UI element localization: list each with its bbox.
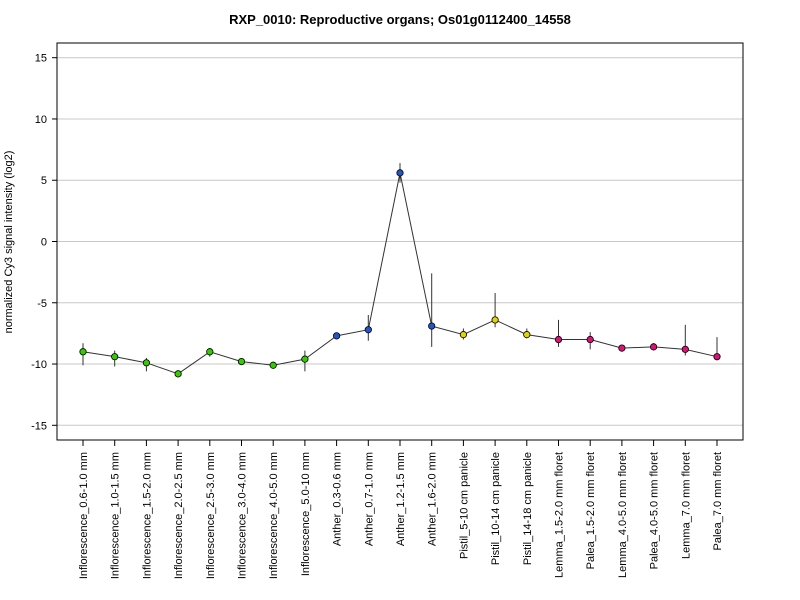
- data-point: [523, 331, 531, 339]
- data-point: [237, 357, 246, 366]
- series-polyline: [82, 172, 718, 375]
- y-axis: -15 -10 -5 0 5 10 15: [31, 53, 57, 432]
- y-tick-label: -10: [31, 359, 47, 371]
- x-tick-label: Anther_1.2-1.5 mm: [395, 452, 407, 546]
- y-tick-label: 5: [41, 175, 47, 187]
- x-tick-label: Palea_1.5-2.0 mm floret: [585, 452, 597, 569]
- x-tick-label: Lemma_7.0 mm floret: [680, 452, 692, 559]
- x-tick-label: Pistil_14-18 cm panicle: [522, 452, 534, 565]
- data-point: [269, 361, 277, 369]
- data-point: [681, 345, 689, 353]
- x-tick-label: Lemma_4.0-5.0 mm floret: [617, 452, 629, 578]
- data-point: [364, 326, 372, 334]
- data-point: [332, 332, 341, 340]
- x-tick-label: Palea_7.0 mm floret: [712, 452, 724, 550]
- y-tick-label: -15: [31, 420, 47, 432]
- data-point: [396, 169, 404, 177]
- x-tick-label: Anther_0.7-1.0 mm: [363, 452, 375, 546]
- x-tick-label: Inflorescence_2.5-3.0 mm: [205, 452, 217, 579]
- data-point: [79, 348, 87, 356]
- y-tick-label: -5: [37, 298, 47, 310]
- x-tick-label: Inflorescence_1.5-2.0 mm: [141, 452, 153, 579]
- x-tick-label: Anther_0.3-0.6 mm: [332, 452, 344, 546]
- data-points: [79, 169, 721, 378]
- data-point: [111, 353, 119, 361]
- data-point: [174, 370, 182, 378]
- data-point: [206, 348, 214, 356]
- x-tick-label: Pistil_5-10 cm panicle: [458, 452, 470, 559]
- x-tick-label: Inflorescence_5.0-10 mm: [300, 452, 312, 576]
- y-tick-label: 15: [35, 53, 47, 65]
- x-tick-label: Inflorescence_0.6-1.0 mm: [78, 452, 90, 579]
- y-axis-label: normalized Cy3 signal intensity (log2): [3, 151, 15, 334]
- x-axis: Inflorescence_0.6-1.0 mm Inflorescence_1.…: [78, 440, 724, 579]
- x-tick-label: Inflorescence_4.0-5.0 mm: [268, 452, 280, 579]
- data-point: [459, 331, 467, 339]
- x-tick-label: Anther_1.6-2.0 mm: [427, 452, 439, 546]
- x-tick-label: Inflorescence_2.0-2.5 mm: [173, 452, 185, 579]
- chart-title: RXP_0010: Reproductive organs; Os01g0112…: [229, 12, 571, 27]
- data-point: [301, 355, 309, 363]
- data-point: [491, 316, 499, 324]
- y-tick-label: 10: [35, 114, 47, 126]
- data-point: [586, 335, 594, 344]
- x-tick-label: Inflorescence_1.0-1.5 mm: [110, 452, 122, 579]
- data-point: [428, 322, 436, 330]
- x-tick-label: Lemma_1.5-2.0 mm floret: [554, 452, 566, 578]
- x-tick-label: Inflorescence_3.0-4.0 mm: [237, 452, 249, 579]
- data-point: [649, 343, 658, 351]
- data-point: [142, 359, 150, 367]
- x-tick-label: Pistil_10-14 cm panicle: [490, 452, 502, 565]
- data-point: [554, 335, 563, 344]
- x-tick-label: Palea_4.0-5.0 mm floret: [649, 452, 661, 569]
- data-point: [618, 344, 626, 352]
- y-tick-label: 0: [41, 237, 47, 249]
- grid-lines: [57, 57, 743, 426]
- series-line: [82, 172, 718, 375]
- data-point: [713, 353, 721, 361]
